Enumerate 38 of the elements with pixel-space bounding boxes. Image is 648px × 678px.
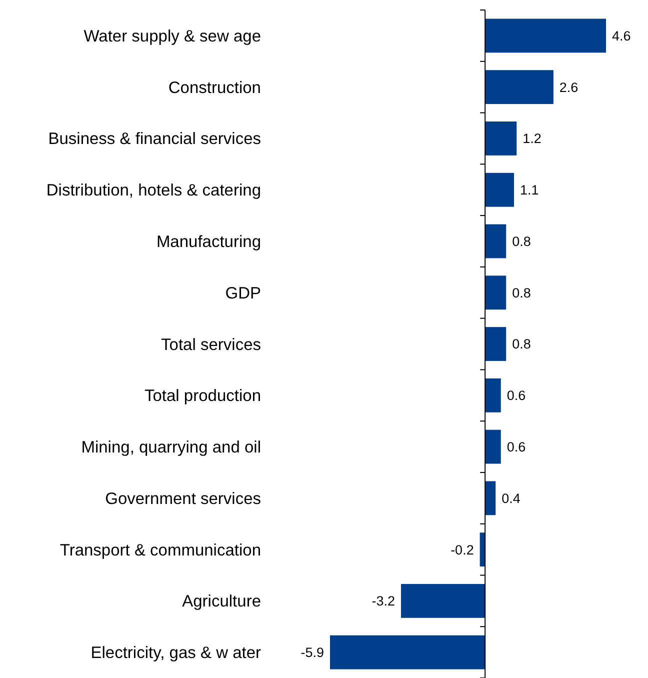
data-label: 0.6 (506, 439, 526, 454)
y-tick-label: Total production (144, 387, 261, 406)
data-label: -0.2 (450, 542, 474, 558)
y-tick-label: Business & financial services (48, 130, 261, 148)
y-tick-label: Distribution, hotels & catering (46, 182, 261, 200)
data-label: 0.6 (506, 388, 526, 404)
data-label: 1.2 (522, 131, 542, 146)
data-label: 0.4 (502, 490, 521, 506)
y-tick-label: Transport & communication (60, 541, 261, 560)
bar (485, 224, 506, 258)
data-label: 0.8 (512, 336, 531, 352)
bar (485, 276, 506, 310)
data-label: -5.9 (300, 645, 324, 660)
y-tick-label: Electricity, gas & w ater (90, 644, 262, 662)
data-label: -3.2 (372, 594, 395, 609)
y-tick-label: Total services (161, 336, 261, 354)
y-tick-label: Manufacturing (156, 233, 261, 252)
bar (485, 70, 554, 104)
y-tick-label: Government services (105, 490, 261, 508)
data-label: 0.8 (512, 234, 531, 249)
y-tick-label: Mining, quarrying and oil (81, 438, 261, 457)
bar (485, 430, 501, 464)
data-label: 4.6 (612, 28, 631, 44)
bar (485, 481, 496, 516)
bar (330, 635, 486, 670)
y-tick-label: Water supply & sew age (84, 27, 261, 46)
bar (485, 378, 501, 412)
y-tick-label: Agriculture (182, 592, 261, 611)
bar (485, 122, 517, 156)
y-tick-label: Construction (168, 78, 261, 97)
bar (485, 172, 514, 207)
bar (400, 584, 486, 618)
y-tick-label: GDP (225, 284, 261, 302)
bar (485, 18, 606, 53)
data-label: 0.8 (512, 285, 531, 300)
bar (485, 327, 506, 361)
data-label: 1.1 (520, 182, 539, 198)
data-label: 2.6 (559, 80, 578, 95)
